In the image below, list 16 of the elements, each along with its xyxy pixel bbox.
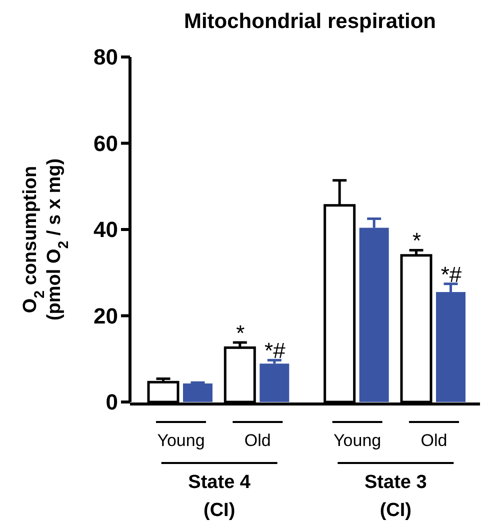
x-tick-label: Old xyxy=(244,431,271,450)
text: State 3 (CI) xyxy=(364,472,427,521)
annotation: * xyxy=(412,228,422,254)
x-tick-label: Old xyxy=(420,431,448,450)
y-tick-label: 60 xyxy=(94,130,118,156)
y-tick-label: 0 xyxy=(106,390,118,415)
x-tick-label: Young xyxy=(157,431,205,450)
y-tick-label: 20 xyxy=(94,303,118,328)
x-tick-label: Young xyxy=(334,431,382,450)
annotation: *# xyxy=(440,262,462,287)
annotation: *# xyxy=(264,338,286,364)
y-tick-label: 40 xyxy=(94,217,118,242)
chart-title: Mitochondrial respiration xyxy=(184,10,436,33)
text: State 4 (CI) xyxy=(188,472,251,521)
y-tick-label: 80 xyxy=(94,44,118,70)
annotation: * xyxy=(236,320,246,346)
